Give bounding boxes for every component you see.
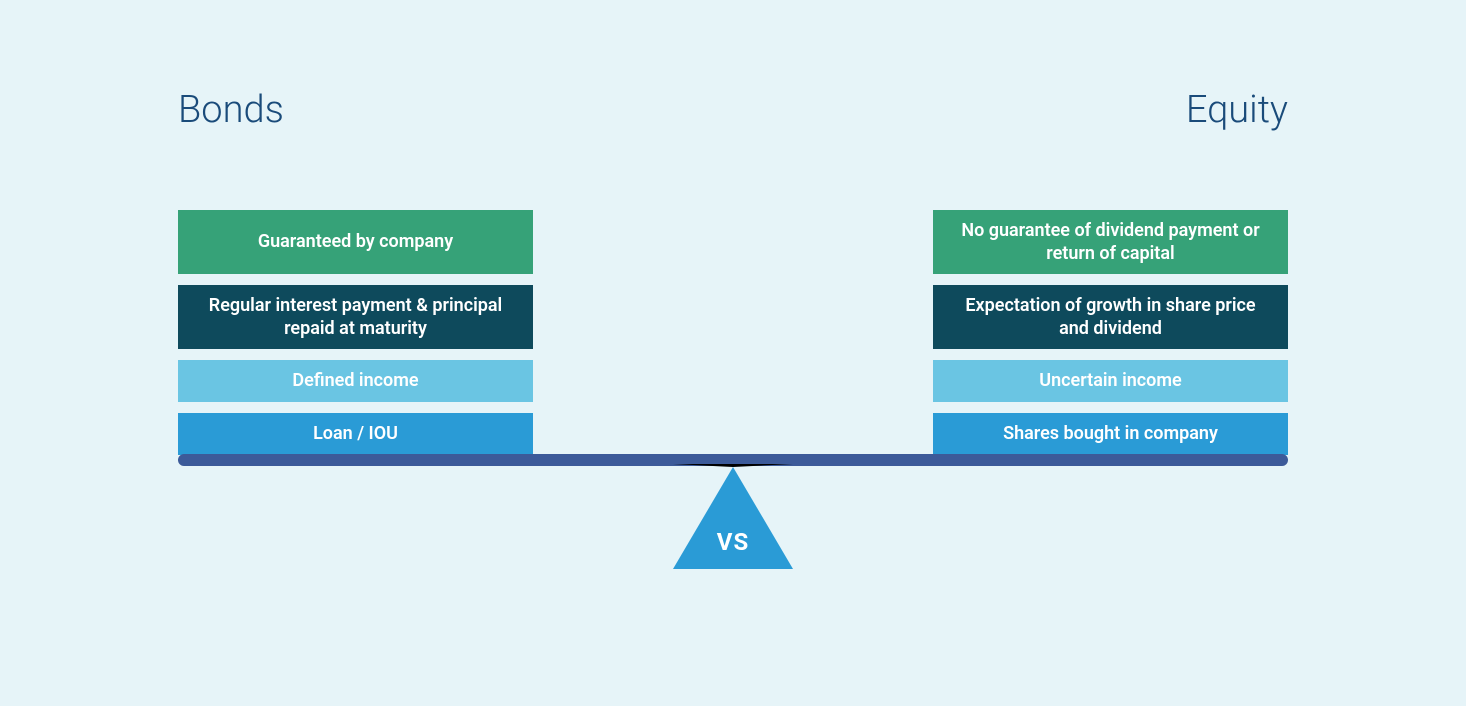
bonds-box-1: Regular interest payment & principal rep…: [178, 285, 533, 349]
bonds-box-2: Defined income: [178, 360, 533, 402]
bonds-box-0: Guaranteed by company: [178, 210, 533, 274]
equity-box-2: Uncertain income: [933, 360, 1288, 402]
vs-label: VS: [717, 528, 749, 556]
fulcrum-wrap: VS: [0, 464, 1466, 569]
equity-box-1: Expectation of growth in share price and…: [933, 285, 1288, 349]
header-bonds: Bonds: [178, 88, 284, 132]
headers-row: Bonds Equity: [0, 0, 1466, 132]
bonds-box-3: Loan / IOU: [178, 413, 533, 455]
equity-box-0: No guarantee of dividend payment or retu…: [933, 210, 1288, 274]
equity-box-3: Shares bought in company: [933, 413, 1288, 455]
columns-row: Guaranteed by company Regular interest p…: [0, 132, 1466, 455]
equity-column: No guarantee of dividend payment or retu…: [933, 210, 1288, 455]
comparison-canvas: Bonds Equity Guaranteed by company Regul…: [0, 0, 1466, 706]
header-equity: Equity: [1186, 88, 1288, 132]
bonds-column: Guaranteed by company Regular interest p…: [178, 210, 533, 455]
